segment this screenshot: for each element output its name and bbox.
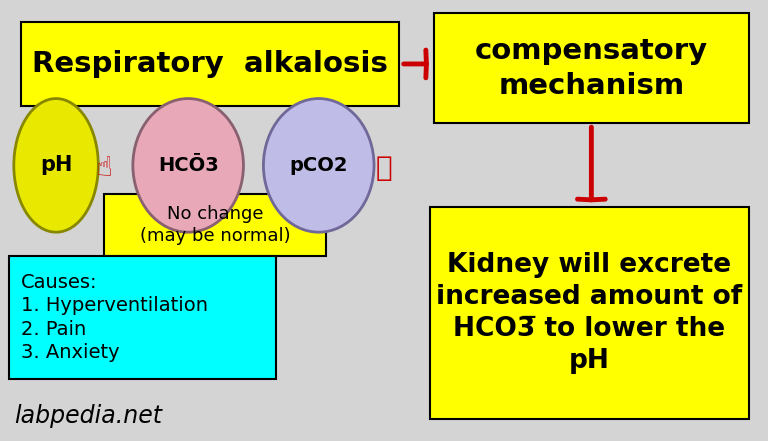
Text: Kidney will excrete
increased amount of
HCO3̅ to lower the
pH: Kidney will excrete increased amount of …	[436, 252, 743, 374]
Text: Causes:
1. Hyperventilation
2. Pain
3. Anxiety: Causes: 1. Hyperventilation 2. Pain 3. A…	[21, 273, 207, 362]
Ellipse shape	[263, 98, 374, 232]
Bar	[21, 22, 399, 106]
Text: 👇: 👇	[376, 154, 392, 183]
Bar	[9, 256, 276, 379]
Bar	[104, 194, 326, 256]
Ellipse shape	[14, 98, 98, 232]
Text: pH: pH	[40, 155, 72, 176]
Text: ☝: ☝	[95, 154, 112, 183]
Text: pCO2: pCO2	[290, 156, 348, 175]
Text: labpedia.net: labpedia.net	[14, 404, 162, 428]
Text: HCŌ3: HCŌ3	[157, 156, 219, 175]
Bar	[430, 207, 749, 419]
Ellipse shape	[133, 98, 243, 232]
Text: Respiratory  alkalosis: Respiratory alkalosis	[32, 50, 388, 78]
Bar	[434, 13, 749, 123]
Text: compensatory
mechanism: compensatory mechanism	[475, 37, 708, 100]
Text: No change
(may be normal): No change (may be normal)	[140, 205, 290, 245]
